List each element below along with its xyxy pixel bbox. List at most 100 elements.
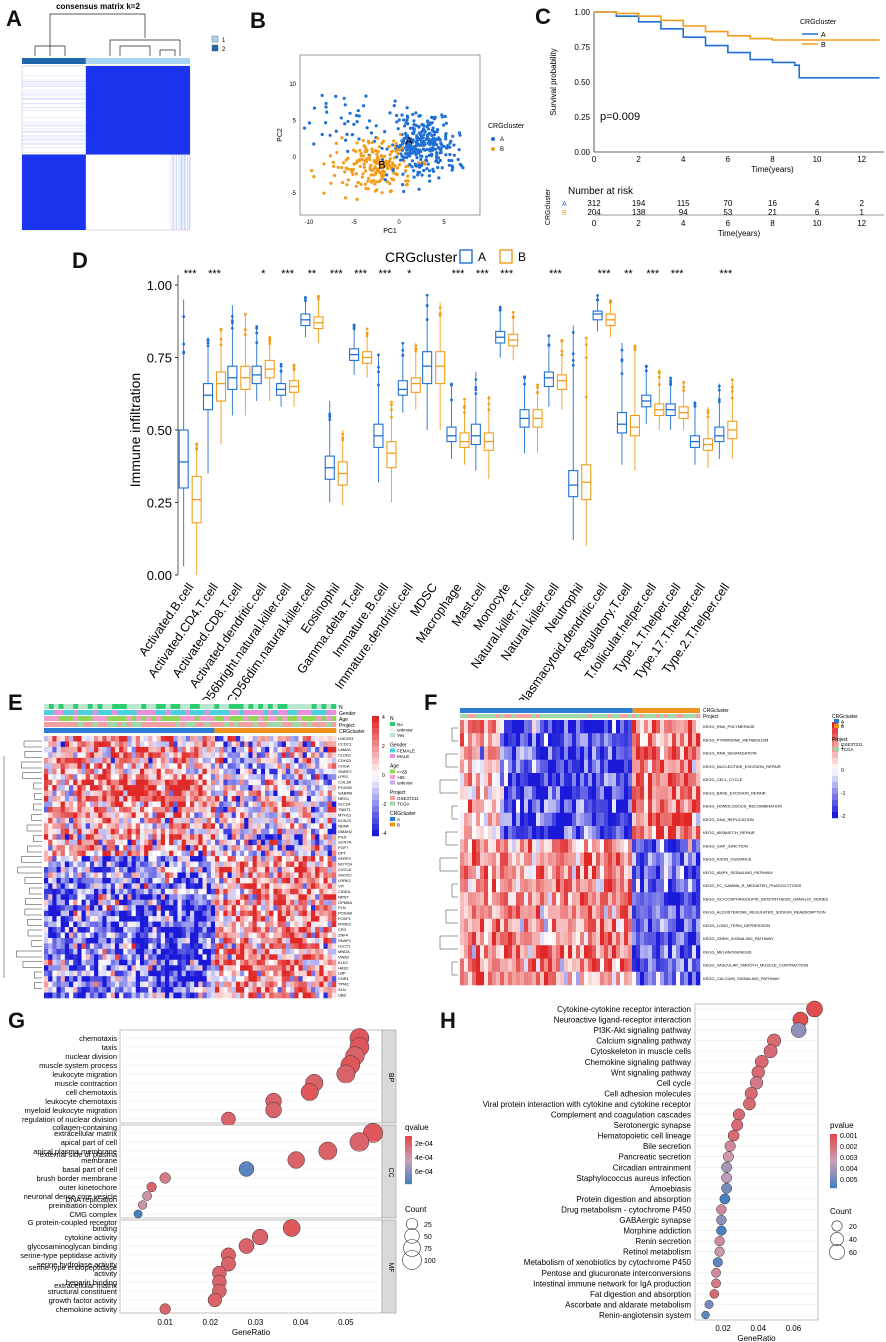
heat-cell [119,736,124,742]
heat-cell [306,937,312,944]
heat-cell [327,981,333,988]
scatter-point [408,145,412,149]
heat-cell [294,746,299,753]
heat-cell [248,948,253,955]
legend-swatch [390,775,395,779]
heat-cell [69,916,74,922]
heat-cell [198,872,203,879]
heat-cell [139,845,145,851]
annotation-cell [97,728,103,733]
heat-cell [252,959,258,966]
heat-cell [148,790,153,797]
heat-cell [98,981,103,988]
heat-cell [44,790,49,797]
risk-value: 16 [768,199,777,208]
heat-cell [260,741,266,748]
heat-cell [119,872,124,879]
heat-cell [190,954,195,961]
heat-cell [327,883,333,890]
heat-cell [144,921,149,928]
heat-cell [227,801,233,808]
heat-cell [231,763,237,770]
heat-cell [48,872,53,879]
outlier [377,365,380,369]
heat-cell [160,916,166,922]
heat-cell [48,970,53,977]
heat-cell [89,981,95,988]
annotation-cell [282,728,288,733]
heat-cell [260,790,266,797]
heat-cell [69,856,74,862]
heat-cell [265,877,270,884]
box-b [240,312,251,416]
heat-cell [302,916,308,922]
annotation-cell [258,716,264,721]
heat-cell [131,817,137,824]
heat-cell [177,828,182,835]
scatter-point [370,168,374,172]
heat-cell [89,861,95,868]
x-tick-label: 8 [770,155,775,164]
annotation-cell [117,722,123,727]
scatter-point [401,139,406,143]
heat-cell [127,779,132,786]
heat-cell [310,888,316,895]
scatter-point [331,160,336,165]
annotation-cell [48,710,55,715]
heat-cell [323,741,328,748]
heat-cell [298,736,303,742]
outlier [717,398,721,401]
heat-cell [290,872,295,879]
heat-cell [131,774,137,780]
scatter-point [388,152,392,157]
heat-cell [98,812,103,819]
heat-cell [198,774,203,780]
heat-cell [252,987,258,993]
heat-cell [285,861,291,868]
heat-cell [240,927,245,933]
heat-cell [98,856,103,862]
heat-cell [215,888,220,895]
heat-cell [269,976,274,982]
y-tick-label: 0.50 [574,78,590,87]
heat-cell [306,976,312,982]
heat-cell [327,736,333,742]
heat-cell [219,981,224,988]
heat-cell [306,894,312,901]
heat-cell [106,757,112,764]
heat-cell [131,954,137,961]
heat-cell [285,856,291,862]
scale-cell [372,752,379,759]
heat-cell [306,845,312,851]
heat-cell [177,752,182,759]
dendro-branch [26,824,42,832]
heat-cell [235,828,241,835]
scatter-point [436,128,440,132]
heat-cell [102,932,107,939]
heat-cell [152,932,157,939]
heat-cell [73,987,78,993]
heat-cell [223,823,228,830]
heat-cell [64,905,70,911]
heat-cell [265,899,270,906]
heat-cell [269,959,274,966]
heat-cell [290,899,295,906]
heat-cell [215,932,220,939]
annotation-cell [287,728,293,733]
heat-cell [223,959,228,966]
heat-cell [102,834,107,841]
heat-cell [206,779,212,786]
heat-cell [327,801,333,808]
heat-cell [110,812,116,819]
heat-cell [310,806,316,813]
heat-cell [281,828,287,835]
legend-label: <=65 [397,770,408,775]
heat-cell [152,757,157,764]
heat-cell [223,948,228,955]
legend-label: FEMALE [397,749,415,754]
heat-cell [260,839,266,846]
scatter-point [445,146,449,150]
heat-cell [48,785,53,791]
heat-cell [123,817,128,824]
heat-cell [119,959,124,966]
